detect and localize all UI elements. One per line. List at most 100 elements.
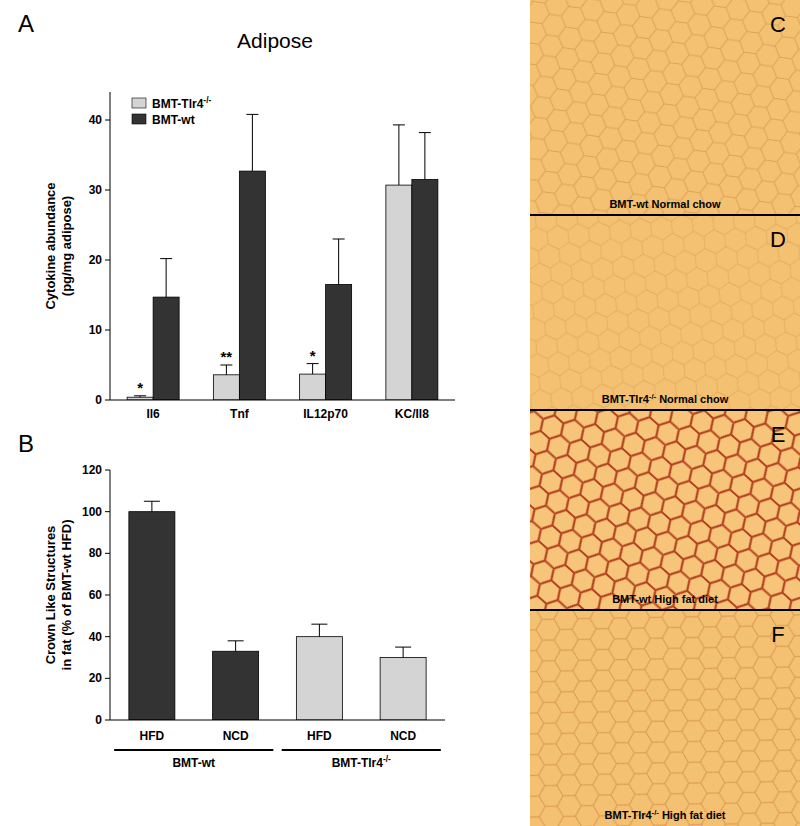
panel-divider — [530, 409, 800, 411]
chart: BCrown Like Structuresin fat (% of BMT-w… — [18, 430, 445, 770]
y-tick-label: 120 — [82, 463, 102, 477]
x-tick-label: NCD — [390, 729, 416, 743]
legend-swatch — [132, 114, 146, 124]
text-part: BMT-Tlr4 — [332, 756, 384, 770]
y-tick — [105, 400, 110, 401]
y-axis-label: (pg/mg adipose) — [59, 196, 74, 296]
error-bar — [160, 259, 172, 298]
bar — [213, 651, 259, 720]
bar — [213, 375, 239, 400]
bar — [153, 297, 179, 400]
histology-panel: F BMT-Tlr4-/- High fat diet — [530, 610, 800, 826]
significance: ** — [221, 348, 233, 365]
histology-image — [530, 610, 800, 826]
error-bar — [395, 647, 411, 657]
legend: BMT-Tlr4-/- BMT-wt — [132, 95, 211, 127]
y-tick-label: 10 — [89, 323, 103, 337]
y-axis-label: Cytokine abundance — [43, 182, 58, 309]
x-axis — [110, 400, 455, 401]
superscript: -/- — [203, 95, 211, 105]
bar — [326, 285, 352, 401]
marks — [127, 114, 438, 400]
bar — [239, 171, 265, 400]
panel-letter: C — [770, 12, 786, 37]
y-tick — [105, 678, 110, 679]
y-tick — [105, 553, 110, 554]
x-tick-label: Tnf — [230, 407, 250, 421]
y-tick-label: 40 — [89, 113, 103, 127]
group-line — [114, 749, 273, 751]
chart: A Adipose Cytokine abundance(pg/mg adipose… — [18, 10, 455, 421]
legend-label: BMT-Tlr4-/- — [152, 95, 211, 111]
group-line — [282, 749, 441, 751]
panel-caption: BMT-Tlr4-/- Normal chow — [602, 392, 729, 405]
histology-image — [530, 410, 800, 610]
x-tick-label: IL12p70 — [303, 407, 348, 421]
text-part: Normal chow — [656, 393, 729, 405]
error-bar — [134, 396, 146, 397]
y-axis — [110, 92, 111, 400]
bar — [380, 658, 426, 721]
y-tick-label: 0 — [95, 713, 102, 727]
histology-panel: D BMT-Tlr4-/- Normal chow — [530, 215, 800, 410]
significance: * — [310, 347, 316, 364]
chart-title: Adipose — [237, 29, 313, 52]
panel-divider — [530, 214, 800, 216]
bar — [300, 374, 326, 400]
y-tick — [105, 720, 110, 721]
y-tick — [105, 120, 110, 121]
y-tick-label: 0 — [95, 393, 102, 407]
panel-letter: F — [771, 622, 784, 647]
panel-letter: E — [771, 422, 786, 447]
error-bar — [333, 239, 345, 285]
error-bar — [246, 114, 258, 171]
histology-image — [530, 0, 800, 215]
text-part: BMT-Tlr4 — [152, 97, 204, 111]
histology-panel: C BMT-wt Normal chow — [530, 0, 800, 215]
x-tick-label: KC/Il8 — [395, 407, 429, 421]
error-bar — [144, 501, 160, 511]
bar — [386, 185, 412, 400]
superscript: -/- — [383, 754, 391, 764]
y-tick-label: 20 — [89, 253, 103, 267]
y-tick-label: 40 — [89, 630, 103, 644]
legend-label: BMT-wt — [152, 113, 195, 127]
marks — [129, 501, 426, 720]
y-axis-label: Crown Like Structures — [43, 526, 58, 665]
panel-letter: B — [18, 430, 34, 457]
x-tick-label: NCD — [223, 729, 249, 743]
panel-caption: BMT-Tlr4-/- High fat diet — [605, 808, 726, 821]
figure: A Adipose Cytokine abundance(pg/mg adipose… — [0, 0, 800, 826]
group-label: BMT-Tlr4-/- — [332, 754, 391, 770]
error-bar — [311, 624, 327, 637]
histology-panel: E BMT-wt High fat diet — [530, 410, 800, 610]
error-bar — [419, 133, 431, 180]
y-tick-label: 100 — [82, 505, 102, 519]
text-part: BMT-Tlr4 — [602, 393, 650, 405]
panel-letter: A — [18, 10, 34, 37]
panel-caption: BMT-wt Normal chow — [609, 198, 721, 210]
error-bar — [220, 365, 232, 375]
panel-caption: BMT-wt High fat diet — [612, 593, 718, 605]
panel-divider — [530, 609, 800, 611]
y-tick-label: 60 — [89, 588, 103, 602]
significance: * — [137, 379, 143, 396]
y-tick — [105, 595, 110, 596]
text-part: BMT-Tlr4 — [605, 809, 653, 821]
error-bar — [307, 364, 319, 375]
legend-swatch — [132, 98, 146, 108]
error-bar — [393, 125, 405, 185]
y-tick — [105, 511, 110, 512]
x-axis — [110, 720, 445, 721]
text-part: High fat diet — [659, 809, 726, 821]
y-tick — [105, 636, 110, 637]
y-tick — [105, 260, 110, 261]
x-tick-label: Il6 — [146, 407, 160, 421]
y-tick-label: 30 — [89, 183, 103, 197]
y-tick-label: 80 — [89, 546, 103, 560]
histology-image — [530, 215, 800, 410]
y-tick — [105, 470, 110, 471]
panel-letter: D — [770, 227, 786, 252]
bar — [129, 512, 175, 720]
x-tick-label: HFD — [307, 729, 332, 743]
